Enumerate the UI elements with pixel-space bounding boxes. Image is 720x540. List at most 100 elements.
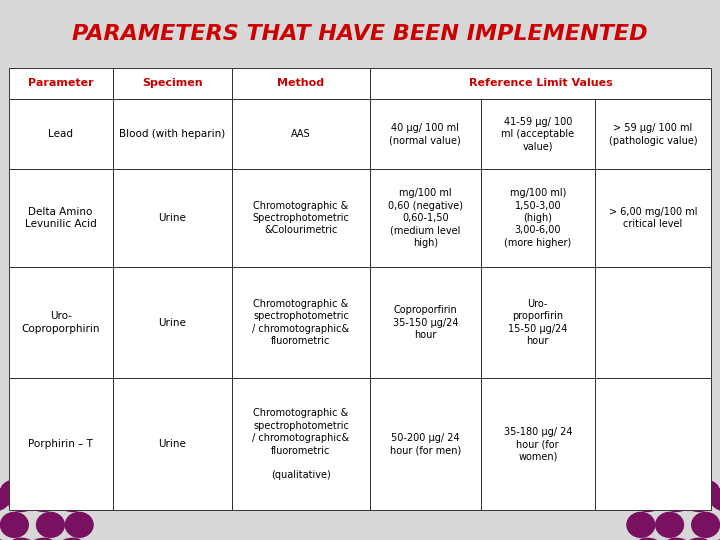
Bar <box>232 170 370 267</box>
Ellipse shape <box>30 479 64 501</box>
Ellipse shape <box>1 479 35 501</box>
Bar <box>370 68 711 99</box>
Ellipse shape <box>634 488 667 512</box>
Text: mg/100 ml
0,60 (negative)
0,60-1,50
(medium level
high): mg/100 ml 0,60 (negative) 0,60-1,50 (med… <box>388 188 463 248</box>
Text: Delta Amino
Levunilic Acid: Delta Amino Levunilic Acid <box>24 207 96 229</box>
Ellipse shape <box>0 488 12 512</box>
Bar <box>112 99 232 170</box>
Bar <box>112 267 232 379</box>
Ellipse shape <box>0 538 12 540</box>
Bar <box>232 99 370 170</box>
Bar <box>595 267 711 379</box>
Bar <box>112 68 232 99</box>
Bar <box>595 170 711 267</box>
Text: Method: Method <box>277 78 325 89</box>
Ellipse shape <box>655 512 684 538</box>
Text: Urine: Urine <box>158 318 186 328</box>
Bar <box>370 99 481 170</box>
Bar <box>232 379 370 510</box>
Bar <box>370 379 481 510</box>
Bar <box>481 379 595 510</box>
Ellipse shape <box>36 512 65 538</box>
Bar <box>481 99 595 170</box>
Text: Chromotographic &
spectrophotometric
/ chromotographic&
fluorometric: Chromotographic & spectrophotometric / c… <box>253 299 349 346</box>
Bar <box>370 170 481 267</box>
Bar <box>9 99 112 170</box>
Bar <box>370 170 481 267</box>
Ellipse shape <box>708 488 720 512</box>
Bar <box>595 379 711 510</box>
Text: > 59 μg/ 100 ml
(pathologic value): > 59 μg/ 100 ml (pathologic value) <box>608 123 698 146</box>
Text: mg/100 ml)
1,50-3,00
(high)
3,00-6,00
(more higher): mg/100 ml) 1,50-3,00 (high) 3,00-6,00 (m… <box>504 188 572 248</box>
Text: PARAMETERS THAT HAVE BEEN IMPLEMENTED: PARAMETERS THAT HAVE BEEN IMPLEMENTED <box>72 24 648 44</box>
Text: > 6,00 mg/100 ml
critical level: > 6,00 mg/100 ml critical level <box>609 207 697 229</box>
Bar <box>595 267 711 379</box>
Text: Coproporfirin
35-150 μg/24
hour: Coproporfirin 35-150 μg/24 hour <box>392 305 458 340</box>
Text: Reference Limit Values: Reference Limit Values <box>469 78 613 89</box>
Bar <box>370 379 481 510</box>
Text: Chromotographic &
Spectrophotometric
&Colourimetric: Chromotographic & Spectrophotometric &Co… <box>253 201 349 235</box>
Bar <box>370 68 711 99</box>
Text: Porphirin – T: Porphirin – T <box>28 440 93 449</box>
Ellipse shape <box>53 538 86 540</box>
Ellipse shape <box>634 538 667 540</box>
Text: Uro-
Coproporphirin: Uro- Coproporphirin <box>22 312 100 334</box>
Bar <box>370 267 481 379</box>
Ellipse shape <box>24 538 57 540</box>
Bar <box>9 99 112 170</box>
Ellipse shape <box>656 479 690 501</box>
Bar <box>112 99 232 170</box>
Text: 41-59 μg/ 100
ml (acceptable
value): 41-59 μg/ 100 ml (acceptable value) <box>501 117 575 152</box>
Bar <box>370 267 481 379</box>
Bar <box>595 379 711 510</box>
Bar <box>9 170 112 267</box>
Bar <box>9 170 112 267</box>
Ellipse shape <box>8 488 40 512</box>
Bar <box>232 68 370 99</box>
Text: Urine: Urine <box>158 440 186 449</box>
Bar <box>232 170 370 267</box>
Text: Lead: Lead <box>48 130 73 139</box>
Bar <box>9 379 112 510</box>
Bar <box>112 170 232 267</box>
Bar <box>232 379 370 510</box>
Bar <box>481 267 595 379</box>
Bar <box>481 379 595 510</box>
Ellipse shape <box>626 512 655 538</box>
Bar <box>9 267 112 379</box>
Text: Blood (with heparin): Blood (with heparin) <box>120 130 225 139</box>
Bar <box>112 267 232 379</box>
Text: Urine: Urine <box>158 213 186 223</box>
Bar <box>595 99 711 170</box>
Ellipse shape <box>680 488 712 512</box>
Ellipse shape <box>691 512 720 538</box>
Ellipse shape <box>680 538 712 540</box>
Text: Parameter: Parameter <box>28 78 94 89</box>
Ellipse shape <box>663 538 696 540</box>
Ellipse shape <box>65 512 94 538</box>
Text: Chromotographic &
spectrophotometric
/ chromotographic&
fluorometric

(qualitati: Chromotographic & spectrophotometric / c… <box>253 408 349 480</box>
Bar <box>112 170 232 267</box>
Ellipse shape <box>685 479 719 501</box>
Bar <box>112 379 232 510</box>
Bar <box>481 170 595 267</box>
Ellipse shape <box>24 488 57 512</box>
Bar <box>232 267 370 379</box>
Bar <box>9 68 112 99</box>
Bar <box>595 170 711 267</box>
Bar <box>481 99 595 170</box>
Bar <box>112 68 232 99</box>
Bar <box>232 267 370 379</box>
Text: 35-180 μg/ 24
hour (for
women): 35-180 μg/ 24 hour (for women) <box>503 427 572 462</box>
Bar <box>112 379 232 510</box>
Ellipse shape <box>53 488 86 512</box>
Ellipse shape <box>708 538 720 540</box>
Bar <box>9 267 112 379</box>
Text: AAS: AAS <box>291 130 311 139</box>
Bar <box>9 379 112 510</box>
Bar <box>595 99 711 170</box>
Ellipse shape <box>8 538 40 540</box>
Text: 50-200 μg/ 24
hour (for men): 50-200 μg/ 24 hour (for men) <box>390 433 461 456</box>
Bar <box>232 99 370 170</box>
Ellipse shape <box>663 488 696 512</box>
